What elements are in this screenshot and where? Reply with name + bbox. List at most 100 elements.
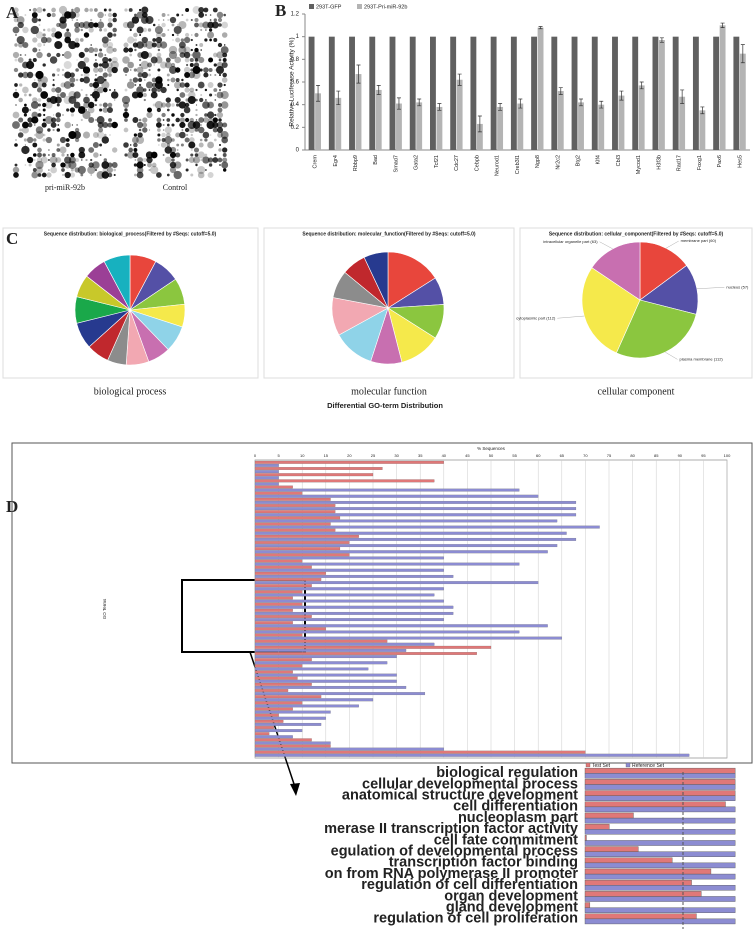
bar	[254, 716, 326, 720]
blot-spot	[28, 93, 32, 97]
blot-spot	[107, 17, 113, 23]
blot-spot	[208, 57, 214, 63]
blot-spot	[197, 171, 205, 179]
bar	[584, 857, 673, 864]
bar	[254, 553, 350, 557]
blot-spot	[205, 29, 207, 31]
blot-spot	[50, 122, 57, 128]
blot-spot	[61, 13, 65, 17]
blot-spot	[174, 96, 181, 104]
x-tick-label: Pax6	[717, 155, 723, 168]
blot-spot	[184, 137, 190, 143]
blot-spot	[208, 68, 213, 72]
x-tick-label: 100	[724, 453, 731, 458]
blot-spot	[216, 51, 224, 59]
blot-spot	[180, 38, 185, 42]
blot-spot	[99, 103, 102, 107]
blot-spot	[14, 83, 18, 87]
blot-spot	[57, 124, 60, 126]
blot-spot	[36, 51, 43, 59]
blot-spot	[94, 8, 98, 12]
error-bar	[498, 103, 503, 111]
blot-spot	[212, 7, 218, 13]
blot-spot	[170, 77, 176, 83]
blot-spot	[62, 174, 64, 176]
bar	[254, 667, 369, 671]
bar	[497, 106, 504, 150]
blot-spot	[74, 27, 80, 33]
blot-spot	[167, 84, 170, 86]
blot-spot	[69, 172, 76, 178]
blot-spot	[133, 68, 138, 72]
blot-spot	[107, 32, 113, 38]
bar	[450, 36, 457, 150]
blot-spot	[190, 173, 194, 177]
blot-spot	[94, 53, 98, 57]
bar	[584, 907, 736, 913]
blot-spot	[37, 152, 42, 158]
blot-spot	[166, 173, 170, 177]
blot-spot	[47, 128, 51, 132]
blot-spot	[133, 142, 138, 148]
blot-spot	[76, 59, 78, 61]
blot-spot	[212, 157, 219, 163]
blot-spot	[213, 18, 217, 22]
blot-spot	[99, 143, 103, 147]
blot-spot	[214, 153, 217, 157]
blot-spot	[46, 52, 52, 58]
blot-spot	[13, 172, 19, 178]
blot-spot	[82, 110, 91, 120]
blot-spot	[102, 87, 108, 93]
blot-spot	[37, 98, 42, 102]
blot-spot	[34, 159, 36, 161]
blot-spot	[217, 107, 223, 113]
blot-spot	[181, 14, 184, 16]
blot-spot	[40, 76, 48, 84]
bar	[254, 750, 586, 754]
blot-spot	[220, 101, 229, 109]
y-tick-label: 0.6	[291, 80, 300, 86]
blot-spot	[192, 66, 201, 74]
blot-spot	[22, 86, 29, 94]
blot-spot	[94, 118, 97, 122]
blot-spot	[157, 68, 161, 72]
x-tick-label: 45	[465, 453, 470, 458]
blot-spot	[31, 111, 39, 119]
blot-spot	[56, 128, 61, 132]
blot-spot	[50, 166, 57, 174]
blot-spot	[190, 133, 193, 137]
bar	[254, 744, 331, 748]
blot-spot	[150, 56, 158, 64]
blot-spot	[93, 62, 99, 68]
blot-spot	[222, 72, 227, 78]
blot-spot	[23, 93, 27, 97]
bar	[254, 587, 444, 591]
blot-spot	[142, 158, 147, 162]
blot-spot	[122, 56, 130, 64]
blot-spot	[165, 97, 171, 103]
blot-spot	[78, 146, 85, 154]
blot-spot	[136, 26, 144, 34]
bar	[409, 36, 416, 150]
blot-spot	[157, 48, 161, 52]
blot-spot	[44, 115, 53, 125]
blot-spot	[216, 121, 224, 129]
bar	[584, 918, 736, 925]
blot-spot	[136, 11, 144, 19]
bar	[416, 102, 423, 150]
blot-spot	[178, 101, 187, 109]
blot-spot	[197, 151, 205, 159]
bar	[638, 85, 645, 150]
blot-spot	[112, 27, 117, 33]
blot-spot	[89, 82, 94, 88]
blot-spot	[36, 157, 43, 163]
blot-spot	[83, 32, 90, 38]
blot-spot	[148, 129, 151, 131]
bar	[584, 835, 587, 841]
blot-spot	[190, 48, 193, 52]
blot-spot	[170, 62, 176, 68]
blot-spot	[85, 93, 88, 97]
blot-spot	[125, 74, 127, 76]
bar	[254, 599, 444, 603]
bar	[254, 559, 303, 563]
